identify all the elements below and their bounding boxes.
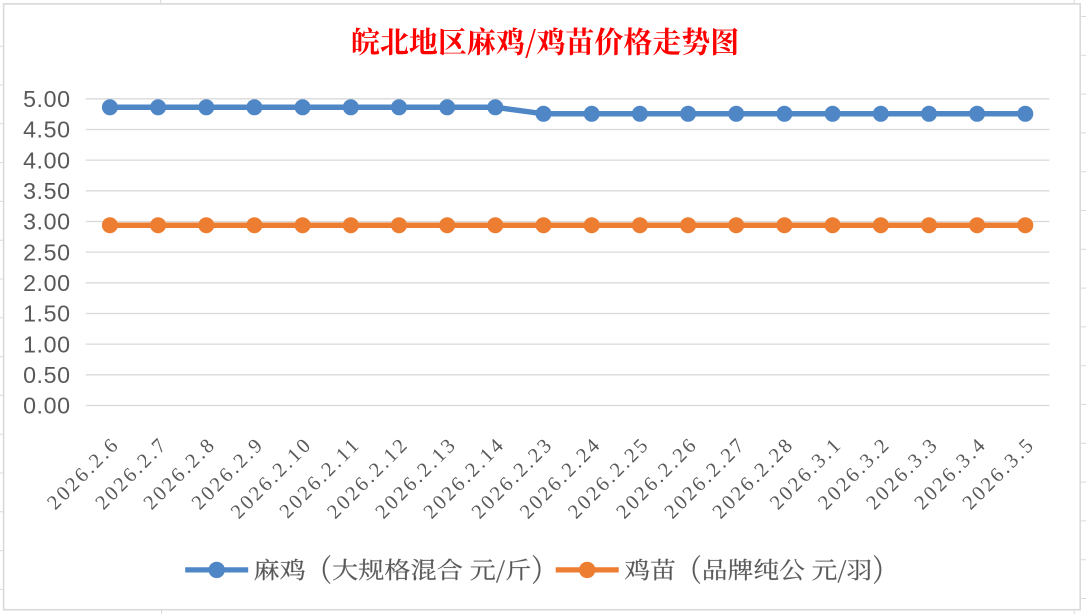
svg-text:1.50: 1.50 [23,301,71,327]
svg-text:2.00: 2.00 [23,270,71,296]
svg-text:4.00: 4.00 [23,147,71,173]
svg-text:3.50: 3.50 [23,178,71,204]
svg-text:0.00: 0.00 [23,393,71,419]
svg-text:4.50: 4.50 [23,117,71,143]
svg-text:2.50: 2.50 [23,239,71,265]
svg-text:5.00: 5.00 [23,86,71,112]
svg-text:3.00: 3.00 [23,209,71,235]
svg-text:0.50: 0.50 [23,362,71,388]
svg-text:1.00: 1.00 [23,331,71,357]
